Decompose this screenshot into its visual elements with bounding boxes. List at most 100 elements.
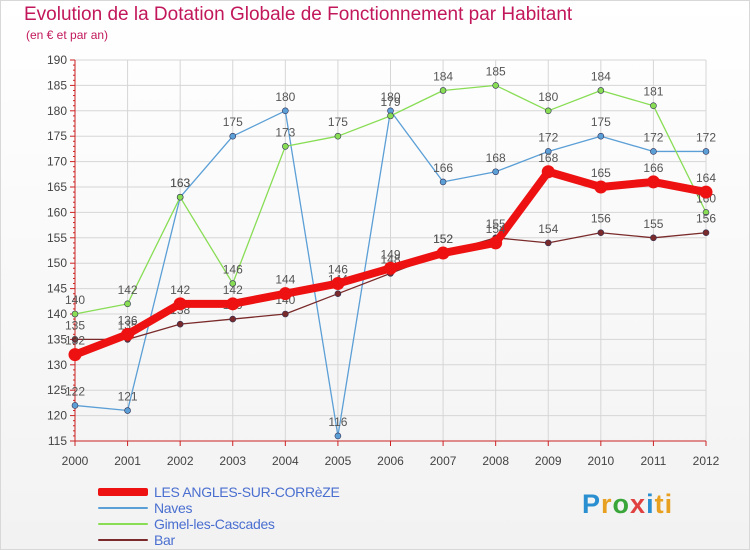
data-label: 163 [170, 176, 190, 190]
data-point [544, 239, 552, 247]
data-point [544, 148, 552, 155]
data-label: 156 [591, 212, 611, 226]
data-label: 146 [223, 263, 243, 277]
data-label: 180 [538, 90, 558, 104]
legend-label: Bar [154, 532, 175, 548]
y-tick-label: 190 [47, 53, 67, 67]
data-point [544, 107, 552, 115]
data-label: 166 [433, 161, 453, 175]
data-label: 175 [223, 115, 243, 129]
x-tick-label: 2012 [693, 454, 720, 468]
data-label: 184 [591, 69, 611, 83]
logo-letter: r [601, 489, 613, 519]
data-label: 136 [118, 313, 138, 327]
data-label: 132 [65, 334, 85, 348]
data-label: 173 [275, 125, 295, 139]
data-label: 180 [275, 90, 295, 104]
data-point [436, 246, 450, 260]
x-tick-label: 2003 [219, 454, 246, 468]
data-label: 140 [65, 293, 85, 307]
data-point [650, 102, 657, 110]
data-point [492, 82, 499, 89]
y-tick-label: 180 [47, 104, 67, 118]
data-label: 152 [433, 232, 453, 246]
x-tick-label: 2006 [377, 454, 404, 468]
data-label: 172 [696, 130, 716, 144]
legend-item: Naves [98, 500, 340, 516]
y-tick-label: 165 [47, 180, 67, 194]
data-point [489, 236, 503, 250]
data-point [229, 315, 237, 323]
data-label: 146 [328, 263, 348, 277]
data-point [492, 168, 499, 176]
data-point [594, 180, 608, 194]
data-label: 152 [433, 232, 453, 246]
data-point [331, 277, 345, 291]
legend-swatch [98, 488, 148, 496]
data-label: 142 [170, 283, 190, 297]
y-tick-label: 125 [47, 383, 67, 397]
data-point [702, 229, 710, 237]
data-point [387, 112, 394, 120]
data-point [646, 175, 660, 189]
y-tick-label: 140 [47, 307, 67, 321]
y-tick-label: 115 [48, 434, 67, 448]
data-point [71, 336, 79, 343]
y-tick-label: 150 [47, 256, 67, 270]
y-tick-label: 155 [47, 231, 67, 245]
data-label: 175 [591, 115, 611, 129]
x-tick-label: 2007 [430, 454, 457, 468]
legend-label: Gimel-les-Cascades [154, 516, 275, 532]
y-tick-label: 160 [47, 205, 67, 219]
data-label: 179 [380, 95, 400, 109]
data-point [650, 234, 657, 242]
data-label: 166 [643, 161, 663, 175]
data-label: 154 [486, 222, 506, 236]
y-tick-label: 135 [47, 332, 67, 346]
data-point [278, 287, 292, 301]
data-label: 135 [65, 318, 85, 332]
data-point [176, 320, 184, 328]
series-group: 132 136 142 142 144 146 149 152 154 168 165 166 164 [65, 151, 716, 362]
data-label: 121 [118, 390, 138, 404]
x-tick-label: 2008 [482, 454, 509, 468]
legend-swatch [98, 523, 148, 525]
data-label: 164 [696, 171, 716, 185]
data-label: 155 [486, 217, 506, 231]
data-label: 165 [591, 166, 611, 180]
x-tick-label: 2010 [587, 454, 614, 468]
logo-letter: x [630, 489, 647, 519]
legend-label: LES ANGLES-SUR-CORRèZE [154, 484, 340, 500]
legend-swatch [98, 539, 148, 541]
data-point [71, 310, 79, 318]
data-label: 144 [275, 273, 295, 287]
data-point [334, 432, 342, 440]
data-point [541, 165, 555, 179]
legend-item: LES ANGLES-SUR-CORRèZE [98, 484, 340, 500]
x-tick-label: 2005 [325, 454, 352, 468]
data-label: 168 [538, 151, 558, 165]
x-tick-label: 2001 [114, 454, 141, 468]
data-point [173, 297, 187, 311]
data-point [597, 87, 605, 94]
chart-legend: LES ANGLES-SUR-CORRèZE Naves Gimel-les-C… [98, 484, 340, 548]
data-label: 184 [433, 69, 453, 83]
x-tick-label: 2011 [641, 454, 667, 468]
data-point [597, 229, 605, 237]
series-group: 140142163146173175179184185180184181160 [65, 64, 716, 318]
legend-item: Bar [98, 532, 340, 548]
data-label: 122 [65, 384, 85, 398]
data-point [229, 132, 237, 140]
legend-swatch [98, 507, 148, 509]
data-label: 149 [380, 247, 400, 261]
x-tick-label: 2002 [167, 454, 194, 468]
data-point [334, 290, 342, 297]
data-point [439, 178, 447, 186]
data-point [702, 148, 710, 155]
data-point [439, 87, 447, 94]
y-tick-label: 185 [47, 78, 67, 92]
data-point [229, 280, 237, 287]
data-label: 163 [170, 176, 190, 190]
data-point [68, 348, 82, 362]
